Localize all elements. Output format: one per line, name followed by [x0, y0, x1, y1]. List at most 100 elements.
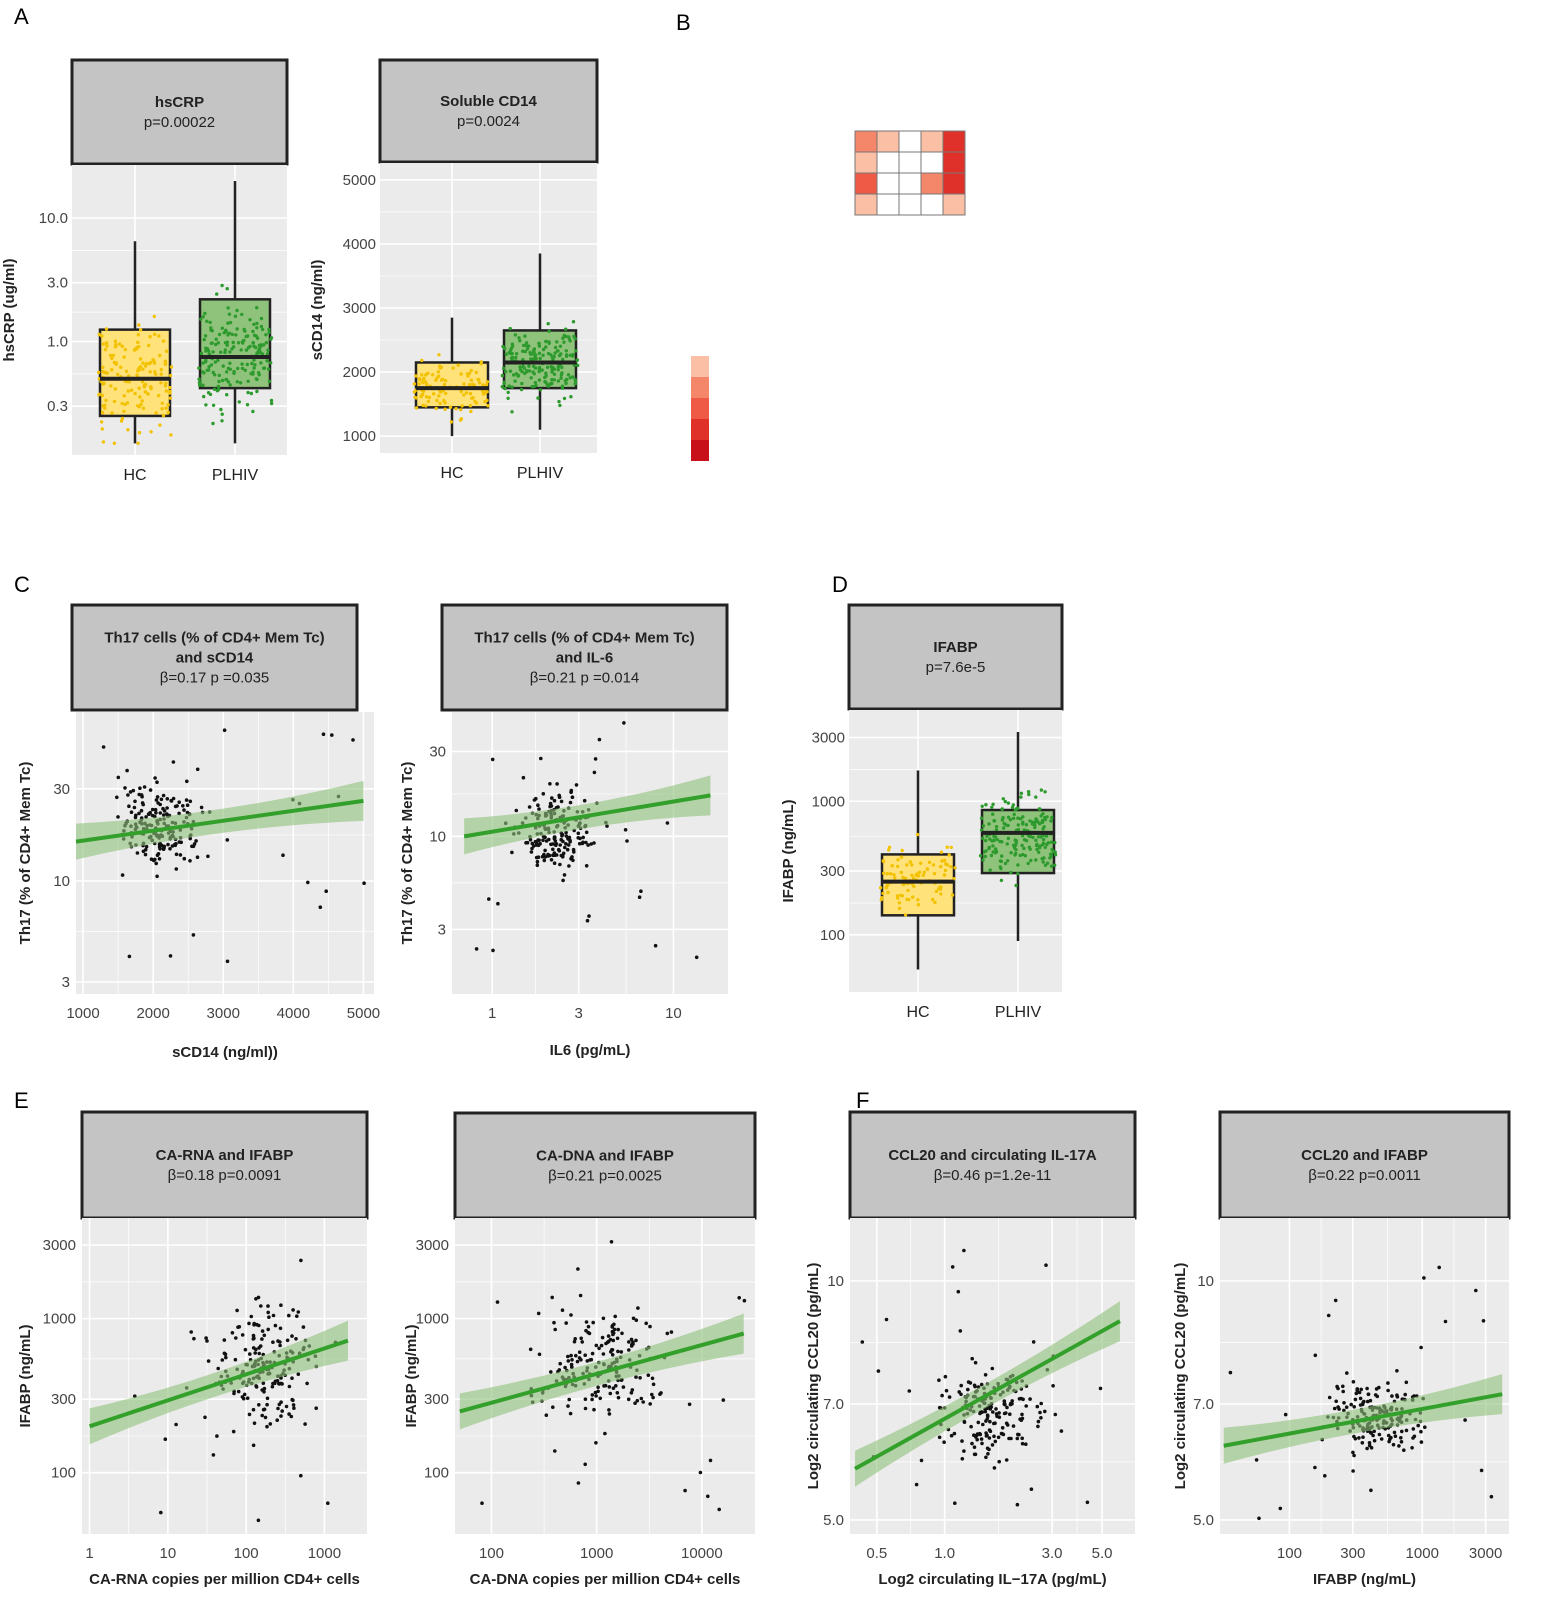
- data-point: [154, 861, 158, 866]
- data-point: [1020, 1436, 1024, 1441]
- data-point: [223, 1352, 228, 1357]
- data-point: [543, 848, 547, 853]
- data-point: [608, 1391, 613, 1396]
- chart-c2: Th17 cells (% of CD4+ Mem Tc) and IL-6 β=0…: [399, 603, 729, 1059]
- data-point: [615, 1336, 620, 1341]
- heatmap-cell: [876, 193, 900, 216]
- data-point: [687, 1402, 692, 1407]
- y-axis-label: sCD14 (ng/ml): [309, 260, 326, 361]
- data-point: [250, 361, 254, 366]
- data-point: [239, 348, 243, 352]
- data-point: [572, 334, 576, 339]
- data-point: [1012, 812, 1016, 817]
- data-point: [326, 1501, 330, 1505]
- strip-title2: and IL-6: [556, 650, 614, 667]
- data-point: [1039, 1401, 1043, 1406]
- data-point: [1419, 1440, 1424, 1444]
- data-point: [581, 840, 585, 845]
- data-point: [248, 318, 252, 322]
- data-point: [247, 1321, 251, 1326]
- data-point: [999, 878, 1004, 883]
- data-point: [528, 1347, 533, 1352]
- strip-title: CA-DNA and IFABP: [536, 1148, 674, 1165]
- data-point: [226, 306, 230, 310]
- data-point: [577, 841, 582, 846]
- data-point: [586, 1324, 591, 1329]
- data-point: [549, 858, 554, 862]
- data-point: [1044, 834, 1049, 838]
- data-point: [589, 1357, 594, 1362]
- data-point: [169, 365, 174, 369]
- data-point: [422, 376, 426, 381]
- data-point: [940, 1393, 944, 1398]
- data-point: [168, 373, 173, 378]
- data-point: [246, 379, 250, 383]
- data-point: [259, 1304, 263, 1308]
- data-point: [580, 1340, 584, 1344]
- data-point: [992, 1434, 996, 1439]
- data-point: [220, 378, 225, 383]
- data-point: [556, 847, 561, 852]
- data-point: [916, 898, 920, 902]
- data-point: [236, 1325, 240, 1329]
- data-point: [1323, 1474, 1327, 1478]
- y-tick-label: 3000: [416, 1237, 449, 1254]
- regression-line: [459, 1331, 745, 1414]
- legend-swatch: [691, 440, 709, 461]
- data-point: [1326, 1313, 1331, 1318]
- data-point: [206, 1359, 211, 1363]
- data-point: [199, 805, 204, 810]
- data-point: [177, 811, 181, 816]
- data-point: [994, 849, 998, 853]
- data-point: [956, 1289, 961, 1294]
- data-point: [551, 357, 555, 361]
- data-point: [1021, 852, 1025, 857]
- data-point: [1026, 861, 1030, 866]
- data-point: [155, 780, 159, 784]
- data-point: [960, 1439, 964, 1443]
- data-point: [471, 396, 475, 400]
- data-point: [219, 350, 223, 354]
- data-point: [110, 356, 114, 360]
- data-point: [437, 353, 441, 357]
- data-point: [979, 816, 984, 820]
- data-point: [280, 1382, 284, 1386]
- data-point: [243, 329, 247, 333]
- data-point: [1006, 859, 1010, 863]
- data-point: [264, 341, 269, 345]
- data-point: [1027, 792, 1031, 797]
- data-point: [553, 1327, 557, 1332]
- data-point: [1352, 1453, 1356, 1458]
- data-point: [1020, 1412, 1024, 1417]
- data-point: [514, 808, 519, 813]
- data-point: [590, 1393, 595, 1397]
- data-point: [468, 391, 473, 396]
- data-point: [574, 783, 579, 787]
- data-point: [525, 344, 529, 348]
- data-point: [141, 361, 145, 365]
- data-point: [100, 410, 105, 415]
- data-point: [1008, 1402, 1013, 1407]
- data-point: [1366, 1392, 1371, 1397]
- data-point: [112, 441, 117, 445]
- data-point: [168, 847, 172, 851]
- legend-swatch: [691, 398, 709, 419]
- data-point: [1053, 853, 1058, 857]
- data-point: [611, 1331, 616, 1335]
- data-point: [567, 864, 571, 868]
- data-point: [138, 357, 143, 361]
- data-point: [191, 844, 196, 849]
- data-point: [554, 843, 558, 847]
- data-point: [141, 849, 146, 854]
- data-point: [139, 793, 144, 797]
- legend-swatch: [691, 377, 709, 398]
- x-tick-label: PLHIV: [995, 1004, 1042, 1021]
- chart-e2: CA-DNA and IFABP β=0.21 p=0.0025 100 1000 10…: [403, 1111, 757, 1588]
- data-point: [154, 798, 159, 802]
- data-point: [256, 1295, 261, 1300]
- data-point: [627, 1348, 631, 1352]
- data-point: [905, 863, 909, 867]
- y-axis-label: IFABP (ng/mL): [403, 1324, 420, 1427]
- data-point: [1034, 843, 1039, 848]
- data-point: [324, 889, 329, 893]
